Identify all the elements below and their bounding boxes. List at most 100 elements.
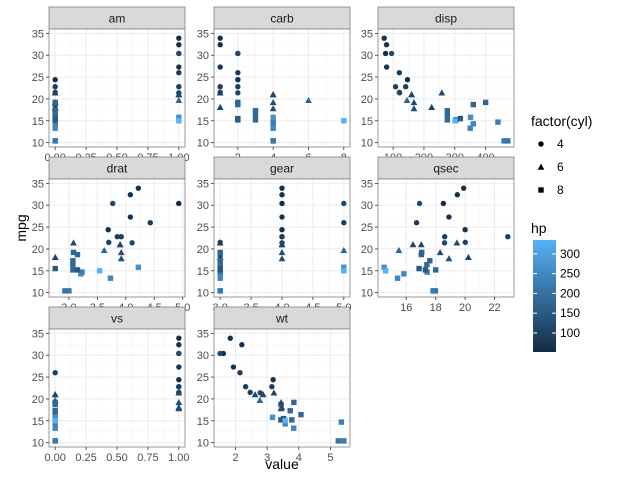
- colorbar-tick-label: 200: [560, 286, 580, 300]
- data-point: [52, 265, 58, 272]
- data-point: [175, 405, 183, 412]
- data-point: [279, 214, 285, 220]
- data-point: [52, 414, 58, 420]
- data-point: [252, 117, 259, 123]
- colorbar-tick-label: 250: [560, 267, 580, 281]
- data-point: [52, 83, 58, 90]
- data-point: [279, 200, 285, 207]
- data-point: [278, 417, 284, 423]
- panel-am: am1015202530350.000.250.500.751.00: [32, 6, 190, 164]
- panel-disp: disp101520253035100200300400: [361, 6, 515, 164]
- data-point: [176, 90, 182, 96]
- data-point: [79, 269, 85, 275]
- data-point: [462, 226, 468, 233]
- data-point: [175, 399, 183, 406]
- data-point: [298, 411, 304, 418]
- y-tick-label: 35: [361, 28, 373, 40]
- x-tick-label: 3: [264, 452, 270, 464]
- data-point: [247, 389, 253, 396]
- y-tick-label: 35: [32, 178, 44, 190]
- data-point: [52, 108, 58, 114]
- data-point: [381, 264, 387, 270]
- color-legend-colorbar: [533, 240, 556, 352]
- panel-wt: wt 10 15 20 25 30 35 2 3 4 5: [197, 306, 351, 464]
- data-point: [282, 418, 288, 424]
- y-tick-label: 20: [197, 94, 209, 106]
- data-point: [382, 268, 389, 274]
- data-point: [428, 103, 436, 110]
- data-point: [217, 239, 223, 246]
- panel-border-drat: [48, 178, 186, 298]
- y-tick-label: 30: [197, 50, 209, 62]
- x-tick-label: 18: [430, 302, 442, 314]
- data-point: [135, 185, 142, 191]
- y-tick-label: 15: [197, 266, 209, 278]
- data-point: [175, 96, 183, 103]
- data-point: [176, 70, 182, 76]
- data-point: [416, 265, 422, 272]
- panels-layer: am1015202530350.000.250.500.751.00 carb 10…: [32, 6, 515, 464]
- data-point: [409, 241, 417, 248]
- y-tick-label: 25: [197, 372, 209, 384]
- data-point: [176, 383, 182, 390]
- shape-legend-label: 4: [557, 137, 564, 151]
- data-point: [505, 233, 511, 240]
- data-point: [470, 121, 476, 127]
- data-point: [70, 239, 77, 246]
- data-point: [464, 253, 472, 260]
- data-point: [440, 200, 447, 207]
- data-point: [235, 90, 241, 96]
- data-point: [291, 399, 297, 406]
- data-point: [482, 99, 489, 106]
- data-point: [70, 249, 77, 256]
- y-tick-label: 15: [32, 416, 44, 428]
- data-point: [107, 275, 114, 281]
- data-point: [51, 396, 59, 403]
- data-point: [251, 391, 259, 398]
- y-tick-label: 20: [197, 394, 209, 406]
- x-tick-label: 22: [488, 302, 500, 314]
- data-point: [340, 246, 348, 253]
- data-point: [287, 408, 293, 414]
- data-point: [270, 119, 276, 125]
- data-point: [467, 125, 473, 131]
- data-point: [74, 267, 81, 273]
- data-point: [176, 42, 182, 48]
- data-point: [422, 267, 429, 273]
- data-point: [52, 99, 58, 106]
- data-point: [217, 35, 223, 41]
- data-point: [235, 70, 241, 76]
- y-tick-label: 10: [32, 288, 44, 300]
- data-point: [396, 90, 403, 96]
- legend-key-circle: [538, 141, 544, 147]
- data-point: [341, 220, 347, 226]
- data-point: [96, 268, 103, 274]
- strip-label-vs: vs: [111, 312, 123, 326]
- strip-label-carb: carb: [270, 12, 294, 26]
- data-point: [341, 264, 347, 270]
- x-tick-label: 5: [327, 452, 333, 464]
- data-point: [52, 76, 58, 83]
- data-point: [252, 111, 259, 118]
- strip-label-disp: disp: [435, 12, 457, 26]
- strip-label-drat: drat: [107, 162, 128, 176]
- data-point: [239, 342, 245, 348]
- data-point: [217, 288, 223, 294]
- panel-border-qsec: [377, 178, 515, 298]
- x-tick-label: 1.00: [168, 452, 189, 464]
- data-point: [176, 364, 182, 370]
- data-point: [382, 50, 389, 57]
- y-tick-label: 35: [197, 28, 209, 40]
- data-point: [176, 64, 182, 70]
- data-point: [441, 240, 448, 246]
- x-tick-label: 4: [296, 452, 302, 464]
- data-point: [270, 138, 276, 144]
- data-point: [176, 342, 182, 348]
- data-point: [396, 70, 403, 76]
- color-legend-ticks: 100 150 200 250 300: [533, 247, 580, 340]
- data-point: [279, 240, 285, 246]
- data-point: [270, 376, 276, 383]
- data-point: [457, 115, 464, 122]
- data-point: [242, 383, 249, 390]
- data-point: [66, 288, 72, 294]
